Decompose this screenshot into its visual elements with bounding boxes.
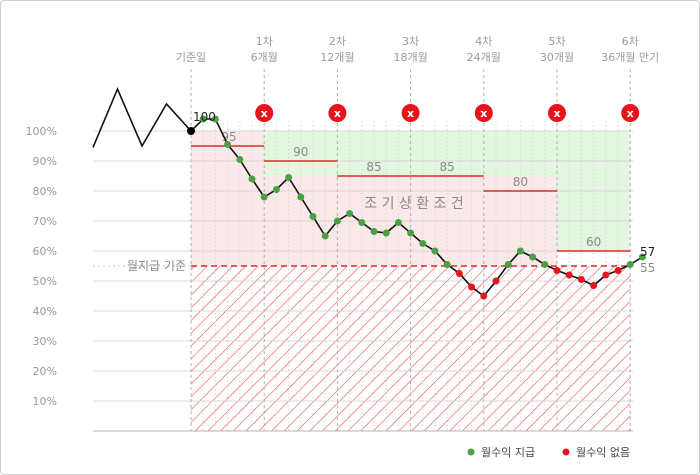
not-redeemed-marker (401, 104, 420, 122)
data-point (358, 219, 366, 226)
data-point (541, 261, 549, 268)
start-point (187, 127, 195, 135)
observation-label-months: 12개월 (320, 51, 354, 64)
data-point (419, 240, 427, 247)
barrier-level-label: 85 (366, 160, 381, 174)
data-point (455, 270, 463, 277)
data-points (187, 115, 646, 300)
data-point (370, 228, 378, 235)
gridlines (93, 130, 633, 432)
observation-label-period: 1차 (256, 35, 273, 48)
legend-label: 월수익 없음 (576, 446, 630, 459)
data-point (577, 276, 585, 283)
observation-label-months: 36개월 만기 (601, 51, 659, 64)
observation-label-period: 6차 (622, 35, 639, 48)
data-point (431, 247, 439, 255)
legend-label: 월수익 지급 (481, 446, 535, 459)
observation-label-months: 18개월 (393, 51, 427, 64)
data-point (614, 267, 622, 274)
observation-label-months: 30개월 (540, 51, 574, 64)
y-tick-label: 80% (33, 185, 57, 198)
observation-label-months: 6개월 (251, 51, 278, 64)
not-redeemed-marker (255, 104, 274, 122)
coupon-barrier-label: 55 (640, 261, 655, 275)
legend-swatch (467, 448, 475, 456)
data-point (248, 175, 256, 183)
data-point (346, 210, 354, 217)
end-value-label: 57 (640, 245, 655, 259)
observation-label-period: 3차 (402, 35, 419, 48)
data-point (565, 271, 573, 279)
not-redeemed-marker-label: x (261, 107, 268, 120)
data-point (602, 271, 610, 279)
data-point (224, 141, 232, 148)
data-point (638, 253, 646, 261)
not-redeemed-marker (328, 104, 347, 122)
data-point (321, 232, 329, 240)
y-tick-label: 20% (33, 365, 57, 378)
barrier-level-label: 80 (513, 175, 528, 189)
barrier-level-label: 90 (293, 145, 308, 159)
legend: 월수익 지급 월수익 없음 (467, 446, 630, 459)
data-point (199, 115, 207, 123)
not-redeemed-marker-label: x (480, 107, 487, 120)
coupon-barrier-name: 월지급 기준 (127, 259, 186, 273)
observation-label-months: 24개월 (467, 51, 501, 64)
y-tick-label: 70% (33, 215, 57, 228)
data-point (211, 115, 219, 123)
observation-label-period: 2차 (329, 35, 346, 48)
y-tick-label: 40% (33, 305, 57, 318)
y-axis-ticks: 10% 20% 30% 40% 50% 60% 70% 80% 90% 100% (26, 125, 57, 408)
data-point (626, 261, 634, 268)
data-point (516, 247, 524, 255)
data-point (443, 261, 451, 268)
barrier-level-label: 85 (440, 160, 455, 174)
observation-labels: 기준일 1차 6개월 2차 12개월 3차 18개월 4차 24개월 5차 30개월 6차 36개월 만… (176, 35, 659, 64)
start-value-label: 100 (193, 110, 216, 124)
observation-label-period: 4차 (475, 35, 492, 48)
not-redeemed-marker (548, 104, 566, 122)
data-point (504, 261, 512, 268)
data-point (260, 193, 268, 201)
not-redeemed-marker-label: x (334, 107, 341, 120)
annotations: 100 57 조 기 상 환 조 건 (193, 110, 655, 259)
data-point (590, 282, 598, 289)
data-point (297, 193, 305, 201)
y-tick-label: 10% (33, 395, 57, 408)
data-point (480, 292, 488, 300)
data-point (309, 213, 317, 220)
data-point (553, 267, 561, 274)
y-tick-label: 100% (26, 125, 57, 138)
data-point (394, 219, 402, 226)
not-redeemed-marker-label: x (627, 107, 634, 120)
not-redeemed-marker (474, 104, 493, 122)
barrier-level-label: 60 (586, 235, 601, 249)
data-point (407, 229, 415, 237)
not-redeemed-marker-label: x (553, 107, 560, 120)
data-point (272, 186, 280, 193)
y-tick-label: 30% (33, 335, 57, 348)
y-tick-label: 60% (33, 245, 57, 258)
legend-swatch (562, 448, 570, 456)
data-point (382, 229, 390, 237)
data-point (333, 217, 341, 225)
coupon-barrier: 월지급 기준 55 (93, 259, 655, 275)
observation-label-months: 기준일 (176, 50, 206, 64)
data-point (468, 283, 476, 291)
not-redeemed-marker-label: x (407, 107, 414, 120)
data-point (285, 174, 293, 181)
not-redeemed-marker (621, 104, 640, 122)
data-point (529, 253, 537, 261)
observation-label-period: 5차 (548, 35, 565, 48)
y-tick-label: 50% (33, 275, 57, 288)
y-tick-label: 90% (33, 155, 57, 168)
data-point (236, 156, 244, 163)
early-redemption-caption: 조 기 상 환 조 건 (364, 196, 464, 212)
data-point (492, 277, 500, 285)
